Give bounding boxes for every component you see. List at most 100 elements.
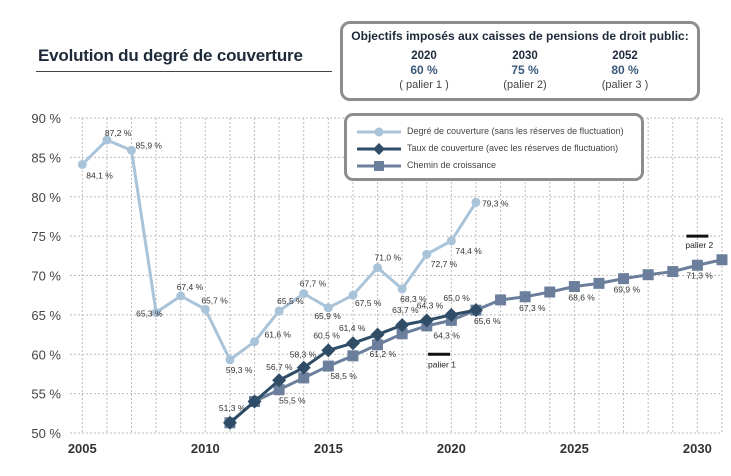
data-point-circle [274, 306, 284, 316]
data-point-diamond [222, 415, 237, 430]
data-point-square [298, 372, 310, 384]
legend-marker-square [357, 161, 401, 171]
data-label: 58,3 % [290, 350, 317, 360]
legend-item-chemin: Chemin de croissance [355, 158, 635, 174]
data-label: 67,3 % [519, 303, 546, 313]
chart-title: Evolution du degré de couverture [38, 46, 303, 65]
data-point-diamond [444, 307, 459, 322]
data-point-circle [225, 355, 235, 365]
objective-2052: 2052 80 % (palier 3 ) [580, 49, 670, 92]
data-label: 65,0 % [443, 293, 470, 303]
y-tick-label: 65 % [31, 308, 61, 323]
data-point-square [322, 360, 334, 372]
data-point-circle [348, 290, 358, 300]
y-tick-label: 90 % [31, 111, 61, 126]
objective-year: 2030 [512, 50, 538, 62]
objective-year: 2052 [612, 50, 638, 62]
data-label: 68,3 % [400, 294, 427, 304]
data-point-square [716, 254, 728, 266]
y-tick-label: 70 % [31, 269, 61, 284]
legend-label: Chemin de croissance [407, 160, 497, 170]
data-point-circle [102, 135, 112, 145]
data-point-square [691, 259, 703, 271]
data-point-circle [200, 304, 210, 314]
data-label: 64,3 % [433, 330, 460, 340]
data-point-diamond [296, 360, 311, 375]
data-point-circle [373, 263, 383, 273]
data-point-square [396, 328, 408, 340]
data-point-diamond [370, 327, 385, 342]
data-label: 74,4 % [455, 246, 482, 256]
y-tick-label: 85 % [31, 150, 61, 165]
data-point-diamond [247, 394, 262, 409]
legend-marker-diamond [357, 143, 401, 155]
data-point-circle [127, 145, 137, 155]
x-tick-label: 2010 [191, 441, 220, 456]
data-label: 65,9 % [314, 311, 341, 321]
data-label: 84,1 % [86, 170, 113, 180]
objective-percent: 75 % [511, 63, 539, 77]
data-label: 79,3 % [482, 198, 509, 208]
data-label: 61,6 % [265, 330, 292, 340]
legend-label: Taux de couverture (avec les réserves de… [407, 143, 619, 153]
objective-level: (palier 2) [503, 79, 547, 91]
objectives-box: Objectifs imposés aux caisses de pension… [340, 21, 700, 101]
legend-marker-circle [357, 127, 401, 137]
data-label: 65,7 % [201, 295, 228, 305]
y-tick-label: 80 % [31, 190, 61, 205]
data-point-square [495, 294, 507, 306]
data-point-diamond [345, 336, 360, 351]
objective-percent: 80 % [611, 63, 639, 77]
data-label: 69,9 % [614, 285, 641, 295]
data-point-circle [250, 337, 260, 347]
data-point-circle [77, 159, 87, 169]
legend-item-taux: Taux de couverture (avec les réserves de… [355, 141, 635, 157]
data-point-square [667, 266, 679, 278]
data-label: 65,5 % [277, 296, 304, 306]
x-tick-label: 2005 [68, 441, 97, 456]
data-point-square [372, 339, 384, 351]
data-point-circle [397, 284, 407, 294]
objective-level: ( palier 1 ) [399, 79, 449, 91]
objective-2030: 2030 75 % (palier 2) [480, 49, 570, 92]
data-point-circle [323, 303, 333, 313]
y-tick-label: 55 % [31, 387, 61, 402]
data-label: 61,2 % [370, 349, 397, 359]
data-label: 65,6 % [474, 316, 501, 326]
data-label: 51,3 % [219, 403, 246, 413]
data-label: 71,3 % [686, 270, 713, 280]
x-tick-label: 2015 [314, 441, 343, 456]
data-label: 56,7 % [266, 362, 293, 372]
data-point-square [273, 384, 285, 396]
title-underline [36, 71, 332, 72]
data-point-square [568, 281, 580, 293]
x-tick-label: 2020 [437, 441, 466, 456]
data-label: 71,0 % [375, 253, 402, 263]
data-point-circle [176, 291, 186, 301]
objective-percent: 60 % [410, 63, 438, 77]
legend-label: Degré de couverture (sans les réserves d… [407, 126, 624, 136]
legend: Degré de couverture (sans les réserves d… [344, 113, 644, 181]
data-point-circle [446, 236, 456, 246]
data-label: 67,4 % [177, 282, 204, 292]
data-point-circle [299, 289, 309, 299]
data-point-diamond [272, 373, 287, 388]
objectives-heading: Objectifs imposés aux caisses de pension… [351, 29, 689, 43]
y-tick-label: 60 % [31, 347, 61, 362]
data-label: 67,5 % [355, 298, 382, 308]
data-point-square [642, 269, 654, 281]
data-point-square [544, 286, 556, 298]
data-point-diamond [419, 313, 434, 328]
data-point-circle [471, 197, 481, 207]
data-label: 60,5 % [313, 330, 340, 340]
legend-item-degre: Degré de couverture (sans les réserves d… [355, 124, 635, 140]
y-tick-label: 50 % [31, 426, 61, 441]
data-point-circle [151, 308, 161, 318]
data-point-diamond [395, 318, 410, 333]
data-label: 87,2 % [105, 128, 132, 138]
data-point-square [618, 273, 630, 285]
data-point-diamond [321, 343, 336, 358]
data-label: 59,3 % [226, 365, 253, 375]
palier-label: palier 2 [685, 240, 713, 250]
